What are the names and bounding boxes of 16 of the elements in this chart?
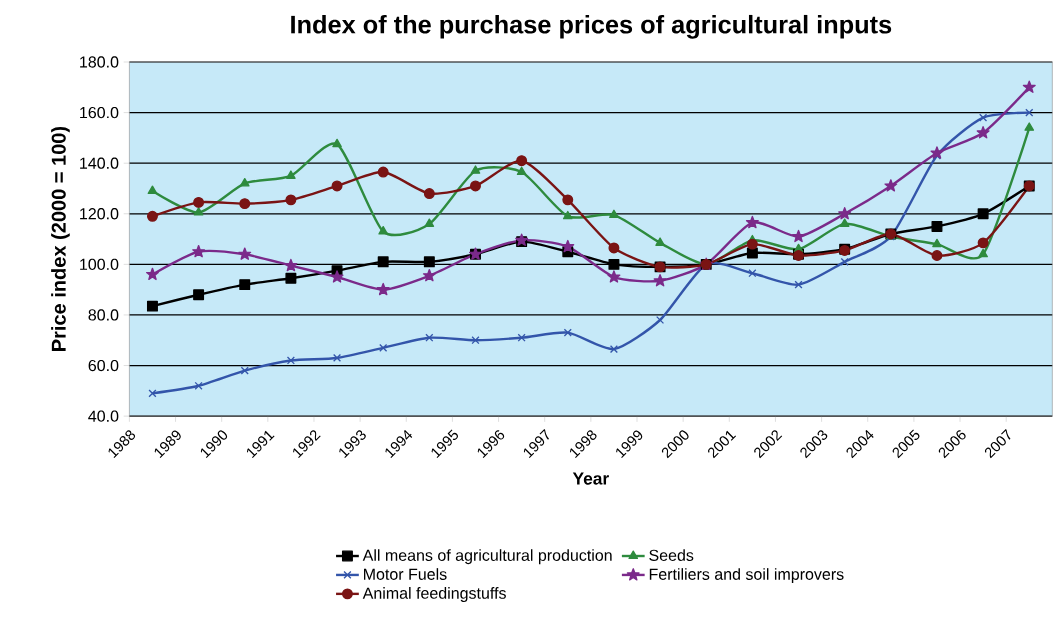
legend-label: Animal feedingstuffs <box>362 586 506 602</box>
y-tick-label: 160.0 <box>80 106 119 119</box>
y-tick-label: 100.0 <box>80 258 119 270</box>
x-axis-title: Year <box>572 472 609 485</box>
y-tick-label: 120.0 <box>80 208 119 220</box>
legend-label: Seeds <box>649 549 694 561</box>
legend-label: Fertiliers and soil improvers <box>649 568 844 583</box>
y-tick-label: 60.0 <box>88 359 119 372</box>
legend-label: All means of agricultural production <box>362 549 612 565</box>
y-tick-label: 140.0 <box>80 157 119 169</box>
y-tick-label: 80.0 <box>88 309 119 321</box>
legend-label: Motor Fuels <box>364 568 447 580</box>
y-tick-label: 40.0 <box>88 410 119 422</box>
chart-title: Index of the purchase prices of agricultural inputs <box>291 14 892 39</box>
y-tick-label: 180.0 <box>80 56 119 68</box>
y-axis-title: Price index (2000 = 100) <box>51 126 70 351</box>
